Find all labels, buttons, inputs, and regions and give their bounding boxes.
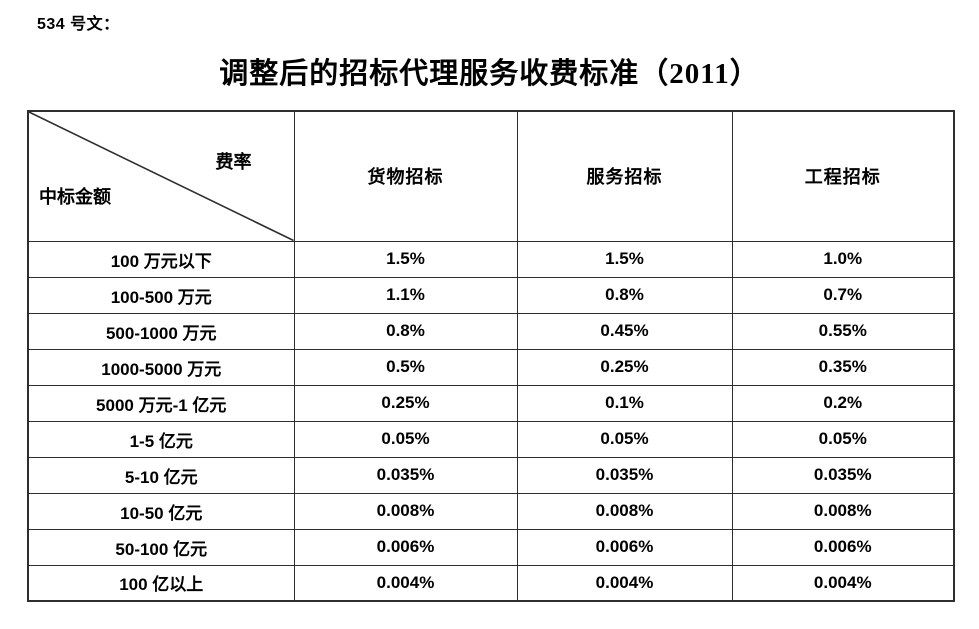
fee-cell: 0.05% — [293, 420, 518, 458]
row-label: 1000-5000 万元 — [27, 348, 295, 386]
doc-ref: 534 号文： — [37, 16, 120, 33]
table-row: 5-10 亿元 0.035% 0.035% 0.035% — [27, 456, 955, 494]
table-row: 5000 万元-1 亿元 0.25% 0.1% 0.2% — [27, 384, 955, 422]
fee-cell: 0.05% — [516, 420, 733, 458]
fee-cell: 0.45% — [516, 312, 733, 350]
fee-cell: 1.0% — [731, 240, 955, 278]
table-header-row: 费率 中标金额 货物招标 服务招标 工程招标 — [27, 110, 955, 242]
table-row: 500-1000 万元 0.8% 0.45% 0.55% — [27, 312, 955, 350]
fee-cell: 0.035% — [516, 456, 733, 494]
table-row: 100 万元以下 1.5% 1.5% 1.0% — [27, 240, 955, 278]
table-row: 100 亿以上 0.004% 0.004% 0.004% — [27, 564, 955, 602]
fee-cell: 0.7% — [731, 276, 955, 314]
row-label: 100 亿以上 — [27, 564, 295, 602]
table-row: 10-50 亿元 0.008% 0.008% 0.008% — [27, 492, 955, 530]
page-title: 调整后的招标代理服务收费标准（2011） — [219, 58, 760, 90]
col-header-works-tender: 工程招标 — [731, 110, 955, 242]
fee-rate-table: 费率 中标金额 货物招标 服务招标 工程招标 100 万元以下 1.5% 1.5… — [27, 110, 955, 602]
table-row: 1-5 亿元 0.05% 0.05% 0.05% — [27, 420, 955, 458]
fee-cell: 0.25% — [516, 348, 733, 386]
row-label: 100-500 万元 — [27, 276, 295, 314]
diagonal-divider-line — [29, 112, 294, 241]
fee-cell: 0.004% — [731, 564, 955, 602]
fee-cell: 0.05% — [731, 420, 955, 458]
fee-cell: 0.004% — [516, 564, 733, 602]
row-label: 5000 万元-1 亿元 — [27, 384, 295, 422]
fee-cell: 0.008% — [293, 492, 518, 530]
fee-cell: 0.006% — [293, 528, 518, 566]
row-label: 5-10 亿元 — [27, 456, 295, 494]
fee-cell: 0.5% — [293, 348, 518, 386]
fee-cell: 0.55% — [731, 312, 955, 350]
fee-cell: 0.1% — [516, 384, 733, 422]
fee-cell: 0.8% — [516, 276, 733, 314]
fee-cell: 0.35% — [731, 348, 955, 386]
fee-cell: 1.1% — [293, 276, 518, 314]
corner-label-bid-amount: 中标金额 — [39, 186, 111, 207]
fee-cell: 1.5% — [293, 240, 518, 278]
corner-cell: 费率 中标金额 — [27, 110, 295, 242]
table-row: 100-500 万元 1.1% 0.8% 0.7% — [27, 276, 955, 314]
corner-label-rate: 费率 — [215, 152, 252, 172]
fee-cell: 0.006% — [516, 528, 733, 566]
row-label: 100 万元以下 — [27, 240, 295, 278]
table-row: 1000-5000 万元 0.5% 0.25% 0.35% — [27, 348, 955, 386]
fee-cell: 0.035% — [293, 456, 518, 494]
fee-cell: 0.8% — [293, 312, 518, 350]
fee-cell: 0.004% — [293, 564, 518, 602]
fee-cell: 0.008% — [731, 492, 955, 530]
fee-cell: 0.008% — [516, 492, 733, 530]
row-label: 1-5 亿元 — [27, 420, 295, 458]
row-label: 50-100 亿元 — [27, 528, 295, 566]
row-label: 10-50 亿元 — [27, 492, 295, 530]
fee-cell: 0.006% — [731, 528, 955, 566]
fee-cell: 1.5% — [516, 240, 733, 278]
row-label: 500-1000 万元 — [27, 312, 295, 350]
fee-cell: 0.2% — [731, 384, 955, 422]
fee-cell: 0.035% — [731, 456, 955, 494]
fee-cell: 0.25% — [293, 384, 518, 422]
table-row: 50-100 亿元 0.006% 0.006% 0.006% — [27, 528, 955, 566]
col-header-goods-tender: 货物招标 — [293, 110, 518, 242]
col-header-service-tender: 服务招标 — [516, 110, 733, 242]
